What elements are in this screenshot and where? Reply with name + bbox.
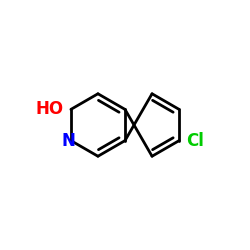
Text: HO: HO [36,100,64,118]
Text: N: N [61,132,75,150]
Text: Cl: Cl [186,132,204,150]
